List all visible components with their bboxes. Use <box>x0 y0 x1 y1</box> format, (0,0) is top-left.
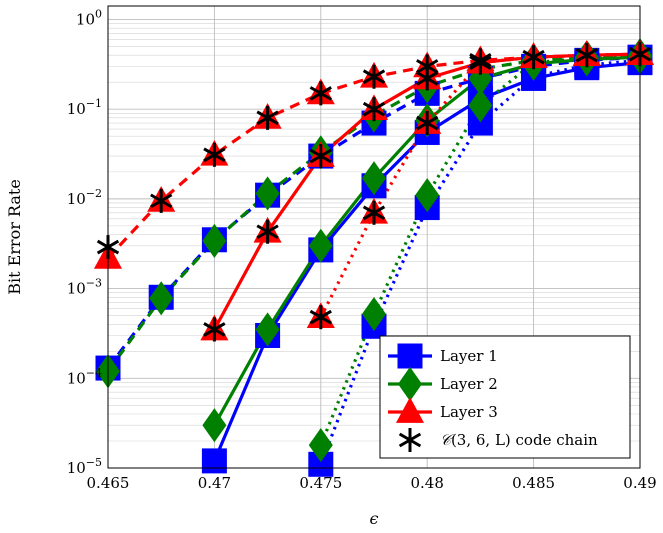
marker-asterisk <box>150 188 173 213</box>
y-tick-label: 10−2 <box>67 187 102 208</box>
marker-asterisk <box>256 105 279 130</box>
marker-diamond <box>149 281 174 316</box>
legend-label: 𝒞(3, 6, L) code chain <box>440 431 598 449</box>
marker-diamond <box>255 176 280 211</box>
y-tick-label: 10−5 <box>67 456 102 477</box>
marker-diamond <box>255 312 280 347</box>
legend-label: Layer 2 <box>440 375 498 393</box>
marker-asterisk <box>522 45 545 70</box>
series-line-layer2-dashed <box>106 53 641 373</box>
marker-triangle <box>395 397 425 423</box>
legend-entry: Layer 1 <box>388 343 498 369</box>
marker-diamond <box>361 161 387 196</box>
y-tick-labels: 100 10−1 10−2 10−3 10−4 10−5 <box>67 7 102 477</box>
marker-asterisk <box>469 48 492 73</box>
x-tick-label: 0.485 <box>512 474 555 492</box>
marker-asterisk <box>309 305 332 330</box>
marker-diamond <box>361 296 387 332</box>
legend-entry: Layer 2 <box>388 366 498 402</box>
plot-frame <box>107 5 641 469</box>
marker-diamond <box>468 88 493 123</box>
y-tick-label: 10−1 <box>67 97 102 118</box>
marker-asterisk <box>398 428 422 452</box>
marker-asterisk <box>416 54 439 79</box>
x-tick-label: 0.48 <box>410 474 443 492</box>
marker-asterisk <box>203 317 226 342</box>
y-tick-label: 10−3 <box>67 277 102 298</box>
marker-diamond <box>202 223 227 258</box>
marker-diamond <box>202 408 227 443</box>
marker-diamond <box>308 428 333 463</box>
marker-asterisk <box>362 97 386 122</box>
x-tick-label: 0.465 <box>87 474 130 492</box>
legend-label: Layer 1 <box>440 347 498 365</box>
marker-asterisk <box>416 111 439 136</box>
marker-diamond <box>308 228 333 263</box>
marker-asterisk <box>309 144 332 169</box>
legend-label: Layer 3 <box>440 403 498 421</box>
y-axis-title: Bit Error Rate <box>5 179 24 295</box>
x-tick-label: 0.475 <box>299 474 342 492</box>
marker-square <box>397 343 423 369</box>
marker-asterisk <box>362 64 386 89</box>
x-tick-label: 0.49 <box>623 474 656 492</box>
legend-entry: 𝒞(3, 6, L) code chain <box>398 428 598 452</box>
marker-square <box>201 448 227 474</box>
legend-entry: Layer 3 <box>388 397 498 423</box>
x-axis-title: ϵ <box>370 509 379 528</box>
marker-asterisk <box>362 200 386 225</box>
x-tick-label: 0.47 <box>198 474 231 492</box>
x-tick-labels: 0.465 0.47 0.475 0.48 0.485 0.49 <box>87 474 657 492</box>
marker-asterisk <box>203 142 226 167</box>
y-tick-label: 100 <box>76 7 102 28</box>
y-tick-label: 10−4 <box>67 366 102 387</box>
marker-asterisk <box>309 81 332 106</box>
marker-diamond <box>415 178 440 213</box>
marker-asterisk <box>575 43 598 68</box>
legend: Layer 1 Layer 2 Layer 3 𝒞(3, 6, L) code cha… <box>379 335 631 459</box>
marker-asterisk <box>256 219 279 244</box>
